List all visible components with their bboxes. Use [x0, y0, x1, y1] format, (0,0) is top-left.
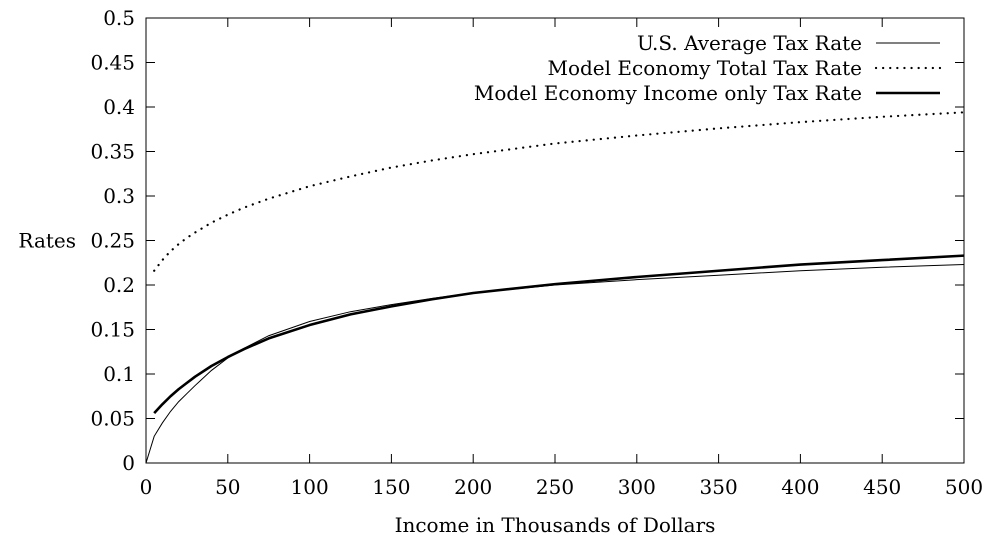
series-line-2	[153, 111, 966, 272]
y-tick-label: 0.25	[90, 229, 135, 253]
x-tick-label: 300	[618, 475, 656, 499]
y-tick-label: 0.4	[103, 95, 135, 119]
y-axis-label: Rates	[18, 229, 76, 253]
x-tick-label: 150	[372, 475, 410, 499]
x-tick-label: 250	[536, 475, 574, 499]
y-tick-label: 0	[122, 451, 135, 475]
x-tick-label: 500	[945, 475, 983, 499]
y-tick-label: 0.1	[103, 362, 135, 386]
x-tick-label: 200	[454, 475, 492, 499]
x-tick-label: 450	[863, 475, 901, 499]
y-tick-label: 0.2	[103, 273, 135, 297]
x-tick-label: 400	[781, 475, 819, 499]
y-tick-label: 0.45	[90, 51, 135, 75]
y-tick-label: 0.5	[103, 6, 135, 30]
y-tick-label: 0.05	[90, 407, 135, 431]
series-line-3	[153, 254, 965, 415]
legend-label-2: Model Economy Total Tax Rate	[547, 56, 862, 80]
y-tick-label: 0.15	[90, 318, 135, 342]
legend-label-1: U.S. Average Tax Rate	[637, 31, 862, 55]
y-tick-label: 0.3	[103, 184, 135, 208]
x-tick-label: 100	[291, 475, 329, 499]
x-tick-label: 0	[140, 475, 153, 499]
y-tick-label: 0.35	[90, 140, 135, 164]
series-line-1	[145, 264, 965, 464]
x-axis-label: Income in Thousands of Dollars	[395, 513, 716, 537]
legend-label-3: Model Economy Income only Tax Rate	[474, 81, 862, 105]
x-tick-label: 350	[700, 475, 738, 499]
x-tick-label: 50	[215, 475, 240, 499]
